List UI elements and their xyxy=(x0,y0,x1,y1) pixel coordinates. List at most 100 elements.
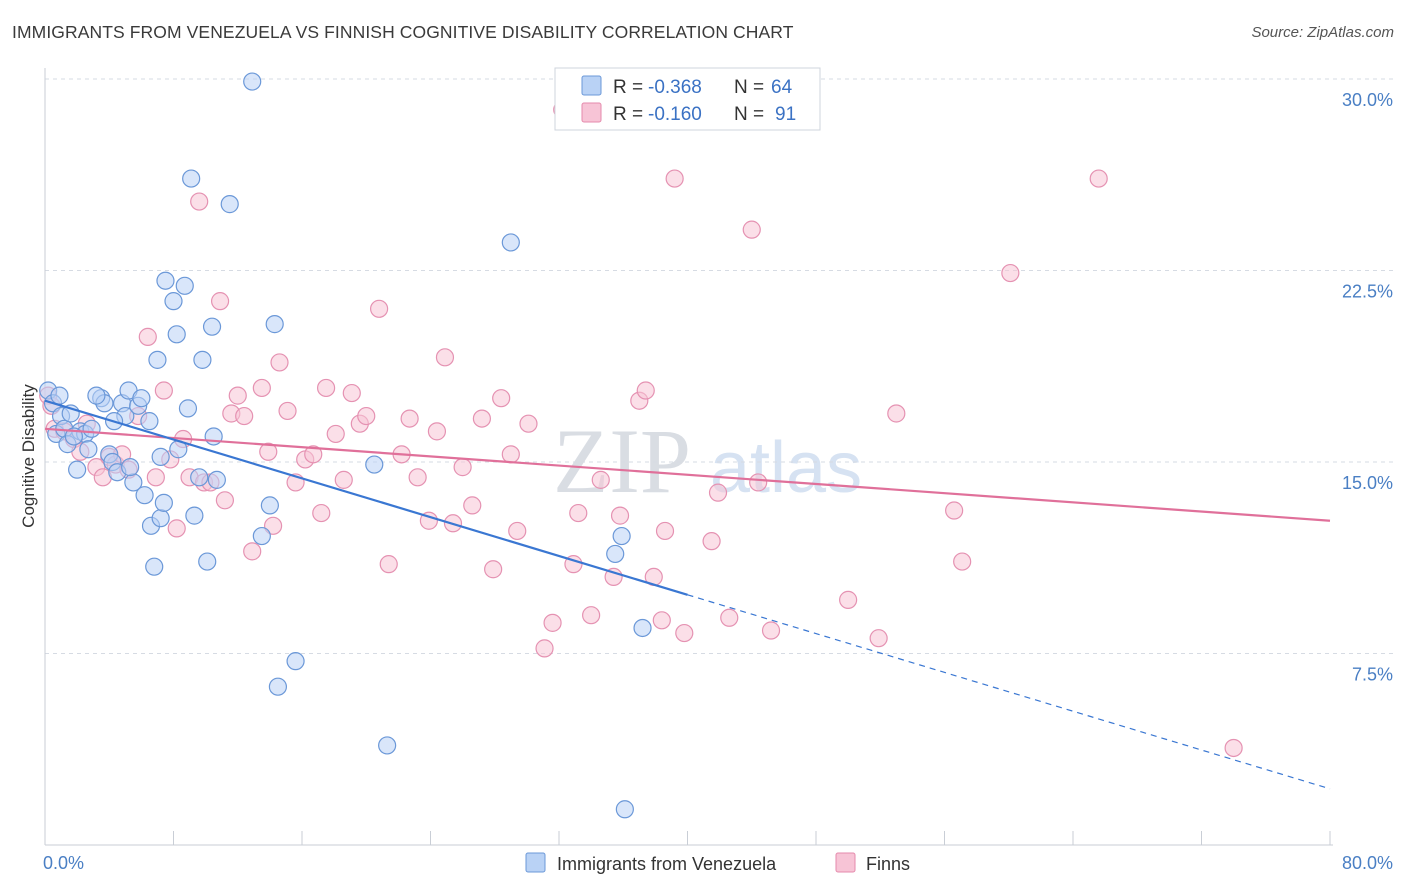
scatter-point xyxy=(79,440,98,459)
scatter-point xyxy=(535,639,554,658)
scatter-point xyxy=(220,195,239,214)
scatter-point xyxy=(742,220,761,239)
legend-n-label-1: N = xyxy=(734,77,764,98)
scatter-point xyxy=(591,470,610,489)
scatter-point xyxy=(151,509,170,528)
scatter-point xyxy=(243,72,262,91)
scatter-point xyxy=(151,447,170,466)
scatter-point xyxy=(304,445,323,464)
watermark-zip: ZIP xyxy=(553,410,691,512)
scatter-point xyxy=(156,271,175,290)
scatter-point xyxy=(243,542,262,561)
scatter-point xyxy=(167,325,186,344)
scatter-point xyxy=(312,503,331,523)
trend-lines xyxy=(44,399,1331,790)
scatter-point xyxy=(615,800,634,819)
scatter-point xyxy=(167,519,186,538)
axes xyxy=(44,68,1333,846)
trend-line-venezuela xyxy=(44,399,688,596)
scatter-point xyxy=(370,299,389,318)
scatter-point xyxy=(887,404,906,423)
scatter-point xyxy=(138,327,157,346)
legend-r-label-1: R = xyxy=(613,77,643,98)
scatter-point xyxy=(702,532,721,551)
scatter-point xyxy=(215,491,234,510)
scatter-point xyxy=(135,486,154,505)
x-tick-label-max: 80.0% xyxy=(1342,853,1393,873)
scatter-point xyxy=(720,608,739,627)
scatter-point xyxy=(453,458,472,477)
scatter-point xyxy=(1089,169,1108,188)
scatter-point xyxy=(953,552,972,571)
legend-r-label-2: R = xyxy=(613,104,643,125)
scatter-point xyxy=(582,606,601,625)
scatter-point xyxy=(334,470,353,489)
legend-r-value-2: -0.160 xyxy=(648,104,702,125)
scatter-point xyxy=(492,389,511,408)
scatter-point xyxy=(207,470,226,489)
scatter-point xyxy=(278,401,297,421)
chart-title: IMMIGRANTS FROM VENEZUELA VS FINNISH COG… xyxy=(12,22,794,42)
scatter-point xyxy=(945,501,964,520)
scatter-point xyxy=(175,276,194,295)
x-ticks xyxy=(44,831,1331,845)
scatter-point xyxy=(569,503,588,523)
scatter-point xyxy=(87,386,106,405)
scatter-point xyxy=(154,493,173,512)
scatter-point xyxy=(235,406,254,426)
scatter-point xyxy=(185,506,204,525)
x-tick-label-min: 0.0% xyxy=(43,853,84,873)
scatter-point xyxy=(148,350,167,369)
scatter-point xyxy=(286,652,305,671)
scatter-point xyxy=(182,169,201,188)
finns-points xyxy=(39,100,1243,758)
scatter-point xyxy=(252,526,271,546)
scatter-point xyxy=(204,427,223,446)
scatter-point xyxy=(198,552,217,571)
scatter-point xyxy=(260,496,279,515)
scatter-point xyxy=(210,292,230,311)
scatter-point xyxy=(501,445,520,464)
scatter-point xyxy=(145,557,164,576)
scatter-point xyxy=(140,412,159,431)
scatter-point xyxy=(749,473,768,492)
scatter-point xyxy=(665,169,684,188)
series-label-venezuela: Immigrants from Venezuela xyxy=(557,854,777,874)
scatter-point xyxy=(378,736,397,755)
scatter-point xyxy=(379,555,398,574)
series-swatch-finns xyxy=(835,852,856,873)
y-axis-title: Cognitive Disability xyxy=(19,384,38,528)
scatter-point xyxy=(472,409,491,428)
y-tick-label: 7.5% xyxy=(1352,665,1393,685)
scatter-point xyxy=(708,483,728,502)
scatter-point xyxy=(259,442,278,461)
y-tick-label: 15.0% xyxy=(1342,473,1393,493)
series-label-finns: Finns xyxy=(866,854,910,874)
scatter-point xyxy=(190,192,209,211)
scatter-point xyxy=(633,618,652,638)
scatter-point xyxy=(408,468,427,487)
scatter-point xyxy=(178,399,198,418)
scatter-point xyxy=(265,315,284,334)
scatter-point xyxy=(1001,263,1020,283)
scatter-point xyxy=(501,233,520,252)
legend-swatch-finns xyxy=(581,102,602,123)
scatter-point xyxy=(427,422,447,441)
venezuela-points xyxy=(39,72,652,819)
scatter-point xyxy=(869,629,888,648)
scatter-point xyxy=(132,389,151,408)
watermark: ZIP atlas xyxy=(553,410,862,512)
scatter-point xyxy=(228,386,247,405)
scatter-point xyxy=(839,590,858,609)
scatter-point xyxy=(268,677,288,696)
scatter-point xyxy=(606,544,625,564)
scatter-point xyxy=(190,468,209,487)
scatter-point xyxy=(202,317,222,336)
series-swatch-venezuela xyxy=(525,852,546,873)
legend-n-value-2: 91 xyxy=(775,104,796,125)
scatter-point xyxy=(519,414,538,433)
scatter-point xyxy=(50,386,69,405)
scatter-point xyxy=(121,458,140,477)
scatter-point xyxy=(154,381,173,400)
scatter-point xyxy=(164,292,183,311)
